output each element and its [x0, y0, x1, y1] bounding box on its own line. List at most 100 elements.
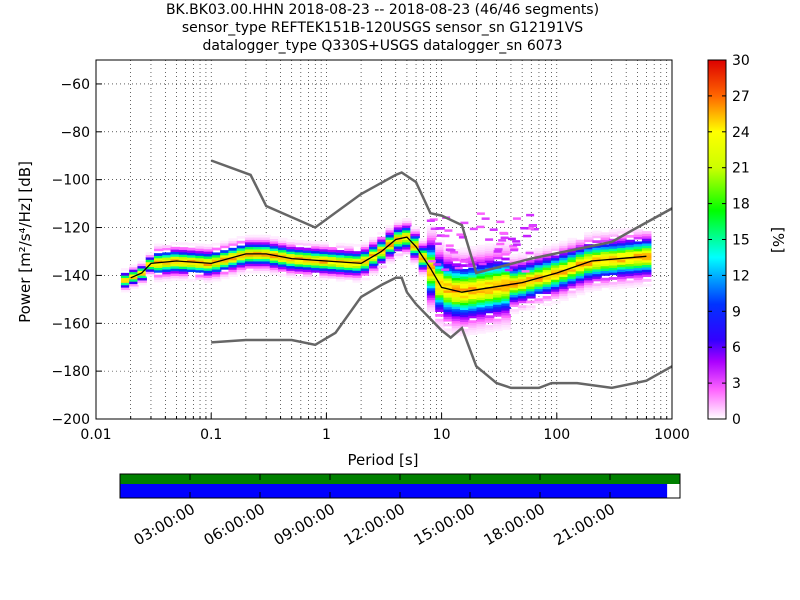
heatmap-cell: [244, 270, 255, 274]
heatmap-cell: [484, 288, 495, 292]
heatmap-cell: [468, 272, 478, 276]
heatmap-cell: [335, 266, 346, 270]
heatmap-cell: [489, 228, 498, 231]
heatmap-cell: [203, 279, 214, 283]
heatmap-cell: [526, 300, 536, 304]
heatmap-cell: [542, 272, 553, 275]
heatmap-cell: [344, 264, 354, 268]
heatmap-cell: [592, 247, 602, 251]
heatmap-cell: [443, 297, 453, 301]
heatmap-cell: [493, 256, 503, 260]
heatmap-cell: [129, 283, 139, 287]
heatmap-cell: [244, 241, 255, 245]
heatmap-cell: [377, 231, 387, 235]
heatmap-cell: [484, 296, 495, 299]
heatmap-cell: [385, 258, 396, 262]
heatmap-cell: [195, 274, 205, 278]
heatmap-cell: [302, 271, 313, 275]
heatmap-cell: [534, 298, 544, 302]
heatmap-cell: [443, 299, 453, 303]
heatmap-cell: [319, 265, 329, 269]
heatmap-cell: [220, 240, 230, 244]
heatmap-cell: [625, 239, 635, 243]
heatmap-cell: [459, 288, 470, 291]
heatmap-cell: [418, 266, 429, 270]
heatmap-cell: [509, 265, 520, 269]
heatmap-cell: [501, 262, 511, 266]
heatmap-cell: [211, 254, 222, 258]
heatmap-cell: [584, 236, 594, 240]
heatmap-cell: [170, 253, 181, 257]
heatmap-cell: [418, 254, 429, 258]
heatmap-cell: [344, 269, 354, 273]
heatmap-cell: [542, 269, 553, 273]
heatmap-cell: [302, 247, 313, 251]
heatmap-cell: [526, 305, 536, 309]
heatmap-cell: [187, 259, 197, 263]
heatmap-cell: [542, 284, 553, 287]
heatmap-cell: [195, 262, 205, 266]
heatmap-cell: [211, 262, 222, 265]
heatmap-cell: [447, 249, 456, 252]
heatmap-cell: [170, 277, 181, 281]
heatmap-cell: [261, 253, 272, 257]
heatmap-cell: [178, 259, 189, 262]
heatmap-cell: [451, 275, 462, 279]
heatmap-cell: [575, 258, 586, 262]
heatmap-cell: [584, 272, 594, 276]
x-tick-label: 1: [322, 427, 331, 443]
heatmap-cell: [608, 281, 619, 285]
heatmap-cell: [542, 296, 553, 299]
heatmap-cell: [228, 264, 238, 268]
heatmap-cell: [228, 240, 238, 244]
heatmap-cell: [253, 253, 263, 257]
heatmap-cell: [385, 256, 396, 259]
new-high-noise-model-line: [210, 159, 672, 275]
time-tick-label: 12:00:00: [341, 500, 408, 549]
heatmap-cell: [476, 292, 487, 296]
heatmap-cell: [484, 269, 495, 273]
heatmap-cell: [385, 253, 396, 257]
heatmap-cell: [608, 267, 619, 271]
heatmap-cell: [435, 321, 445, 324]
heatmap-cell: [501, 305, 511, 309]
heatmap-cell: [494, 248, 503, 251]
heatmap-cell: [162, 245, 172, 248]
heatmap-cell: [509, 299, 520, 303]
heatmap-cell: [468, 286, 478, 290]
noise-model-lines: [130, 159, 672, 390]
heatmap-cell: [526, 288, 536, 292]
heatmap-cell: [526, 267, 536, 270]
heatmap-cell: [162, 264, 172, 268]
heatmap-cell: [319, 268, 329, 271]
heatmap-cell: [567, 247, 578, 251]
heatmap-cell: [352, 244, 362, 247]
heatmap-cell: [441, 268, 450, 271]
heatmap-cell: [178, 273, 189, 277]
heatmap-cell: [120, 277, 131, 281]
heatmap-cell: [393, 231, 404, 235]
heatmap-cell: [435, 309, 445, 313]
psd-density-heatmap: [120, 212, 652, 337]
heatmap-cell: [369, 239, 379, 243]
heatmap-cell: [468, 327, 478, 331]
heatmap-cell: [302, 254, 313, 258]
heatmap-cell: [550, 269, 561, 273]
x-tick-label: 1000: [654, 427, 690, 443]
y-tick-label: −100: [52, 173, 90, 189]
heatmap-cell: [485, 238, 494, 241]
heatmap-cell: [641, 274, 652, 277]
heatmap-cell: [410, 235, 420, 239]
heatmap-cell: [203, 268, 214, 271]
heatmap-cell: [542, 281, 553, 285]
heatmap-cell: [410, 228, 420, 232]
heatmap-cell: [476, 316, 487, 320]
heatmap-cell: [476, 266, 487, 270]
heatmap-cell: [493, 306, 503, 310]
heatmap-cell: [162, 271, 172, 275]
heatmap-cell: [526, 250, 536, 254]
heatmap-cell: [484, 320, 495, 323]
heatmap-cell: [501, 252, 511, 256]
heatmap-cell: [633, 234, 644, 238]
heatmap-cell: [228, 250, 238, 254]
